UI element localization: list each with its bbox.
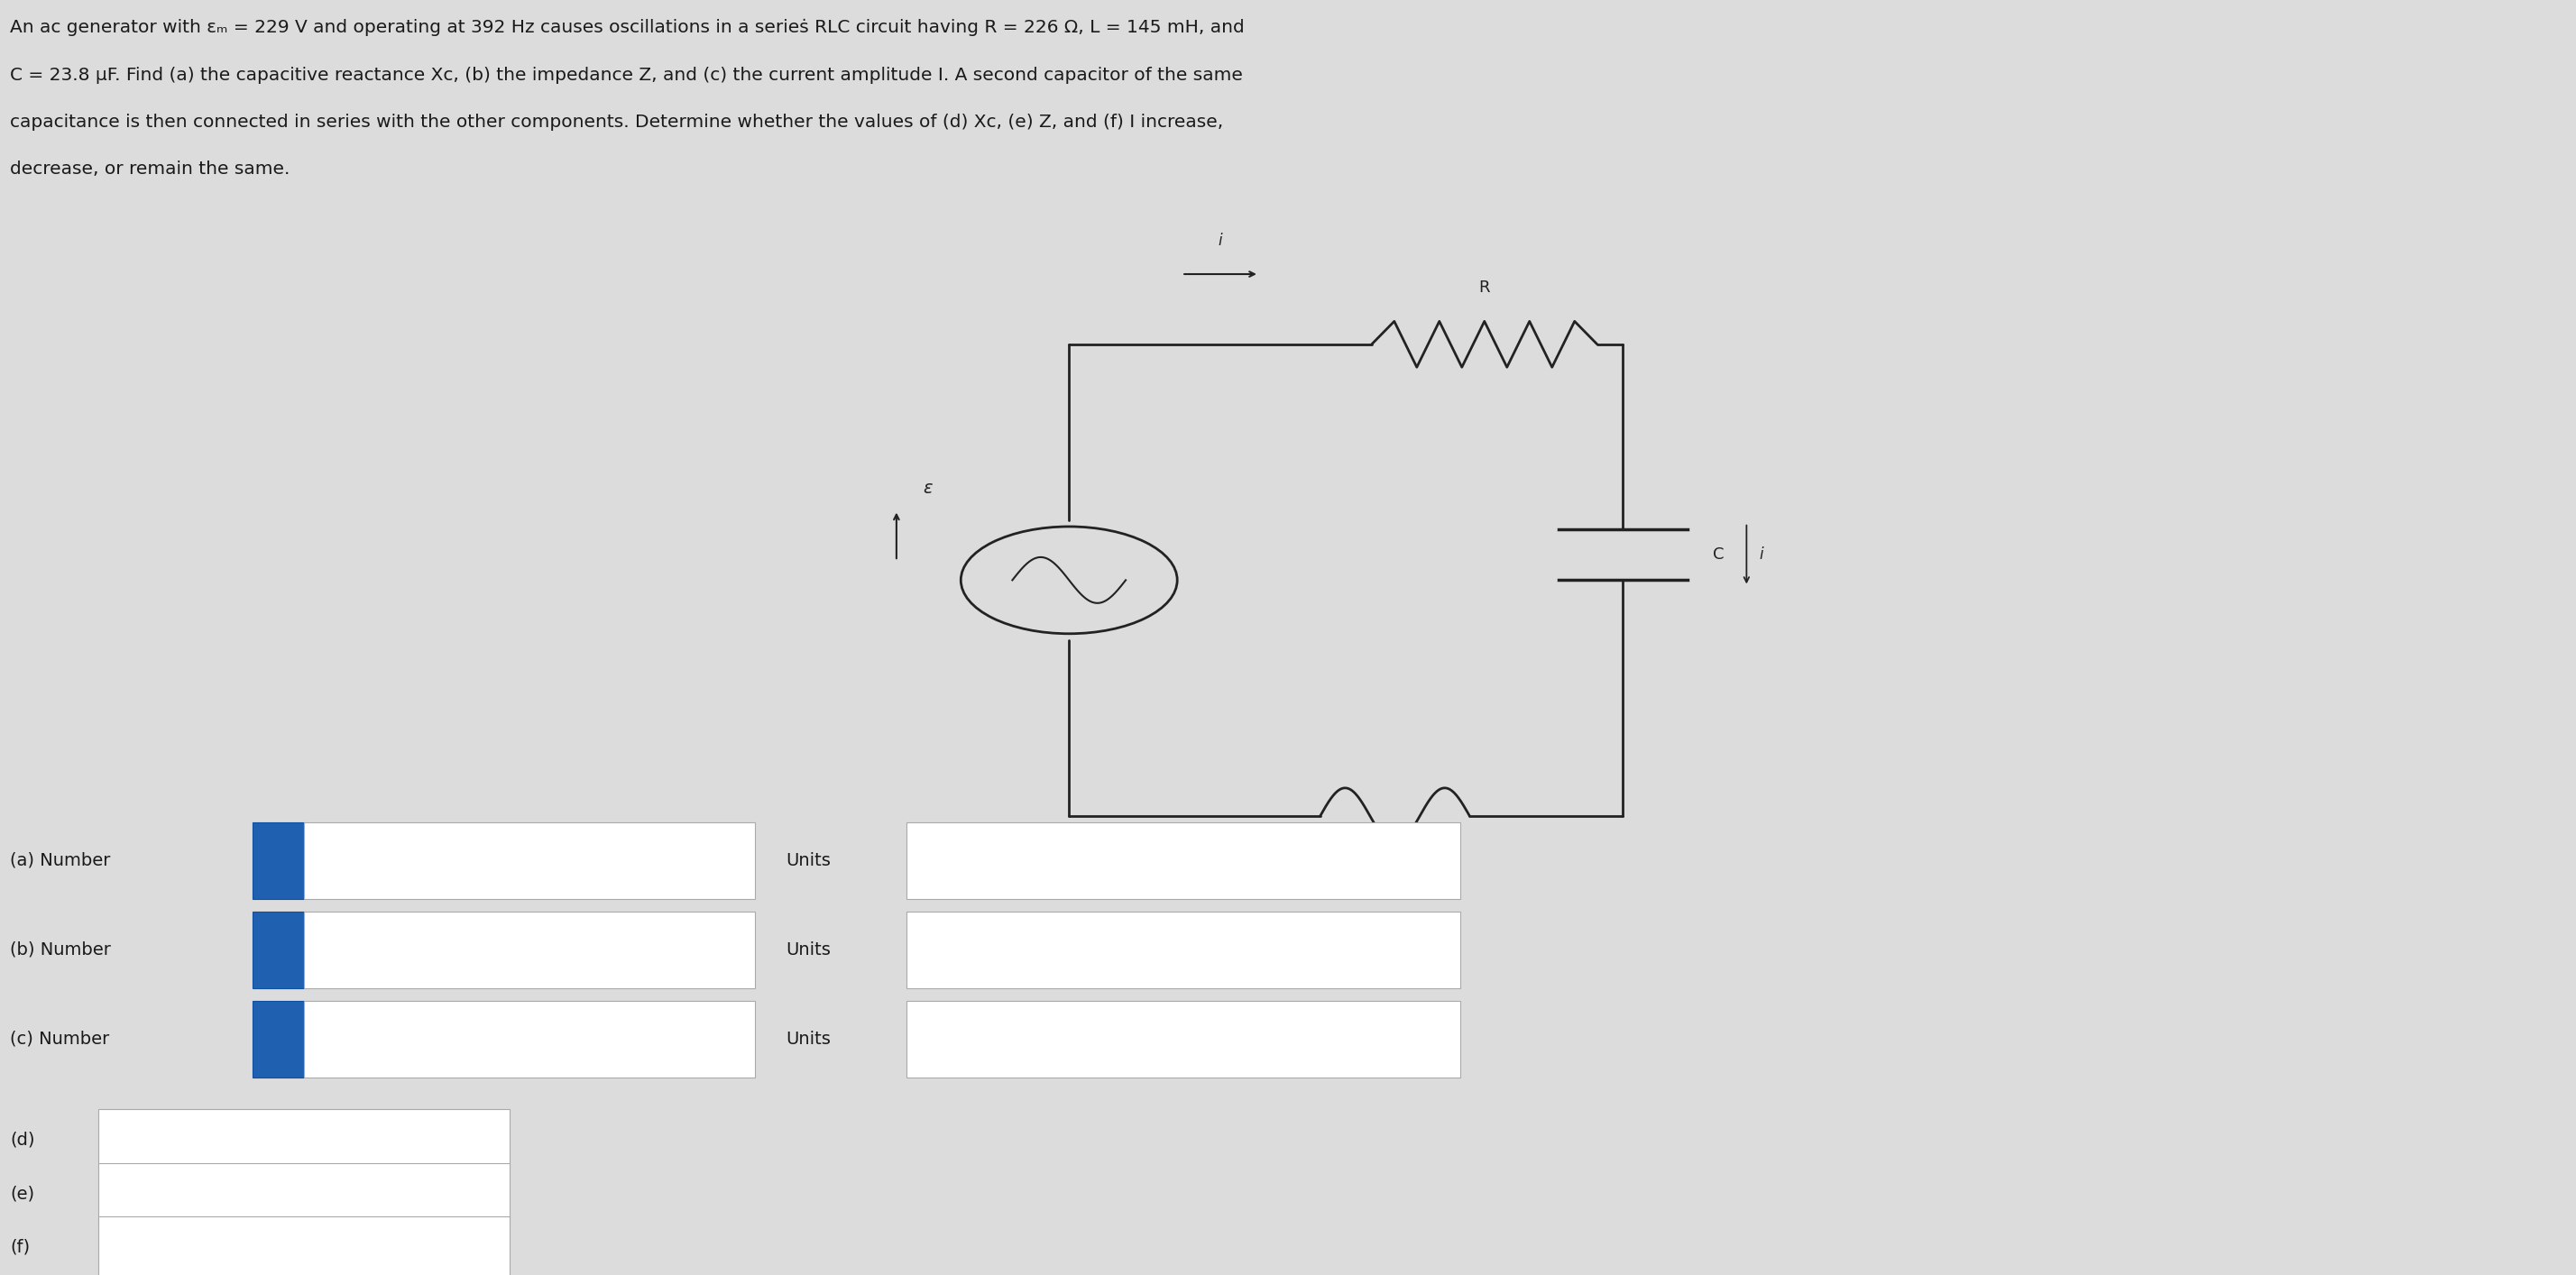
Text: An ac generator with εₘ = 229 V and operating at 392 Hz causes oscillations in a: An ac generator with εₘ = 229 V and oper… xyxy=(10,19,1244,37)
Text: ⌄: ⌄ xyxy=(1430,854,1440,867)
FancyBboxPatch shape xyxy=(252,912,304,988)
Text: ε: ε xyxy=(922,481,933,497)
FancyBboxPatch shape xyxy=(252,1001,304,1077)
Text: (b) Number: (b) Number xyxy=(10,941,111,959)
Text: Units: Units xyxy=(786,941,829,959)
FancyBboxPatch shape xyxy=(98,1216,510,1275)
Text: i: i xyxy=(276,1031,281,1047)
Text: i: i xyxy=(1759,547,1765,562)
FancyBboxPatch shape xyxy=(252,822,304,899)
FancyBboxPatch shape xyxy=(304,822,755,899)
Text: (a) Number: (a) Number xyxy=(10,852,111,870)
Text: (c) Number: (c) Number xyxy=(10,1030,111,1048)
Text: ⌄: ⌄ xyxy=(484,1187,495,1200)
Text: (e): (e) xyxy=(10,1184,33,1202)
Text: R: R xyxy=(1479,279,1489,296)
Text: C = 23.8 μF. Find (a) the capacitive reactance Xᴄ, (b) the impedance Z, and (c) : C = 23.8 μF. Find (a) the capacitive rea… xyxy=(10,66,1244,83)
FancyBboxPatch shape xyxy=(907,822,1461,899)
Text: i: i xyxy=(1218,912,1224,928)
Text: Units: Units xyxy=(786,1030,829,1048)
Text: i: i xyxy=(276,942,281,958)
Text: ⌄: ⌄ xyxy=(484,1133,495,1146)
Text: i: i xyxy=(276,853,281,868)
FancyBboxPatch shape xyxy=(907,1001,1461,1077)
Text: L: L xyxy=(1391,870,1399,886)
FancyBboxPatch shape xyxy=(304,1001,755,1077)
Text: (d): (d) xyxy=(10,1131,36,1149)
Text: ⌄: ⌄ xyxy=(1430,1033,1440,1046)
Text: C: C xyxy=(1713,547,1723,562)
FancyBboxPatch shape xyxy=(98,1163,510,1224)
Text: decrease, or remain the same.: decrease, or remain the same. xyxy=(10,161,291,177)
Text: ⌄: ⌄ xyxy=(1430,943,1440,956)
FancyBboxPatch shape xyxy=(907,912,1461,988)
Text: i: i xyxy=(1218,232,1224,249)
FancyBboxPatch shape xyxy=(98,1109,510,1170)
Text: ⌄: ⌄ xyxy=(484,1241,495,1253)
Text: capacitance is then connected in series with the other components. Determine whe: capacitance is then connected in series … xyxy=(10,113,1224,130)
FancyBboxPatch shape xyxy=(304,912,755,988)
Text: (f): (f) xyxy=(10,1238,31,1256)
Text: Units: Units xyxy=(786,852,829,870)
